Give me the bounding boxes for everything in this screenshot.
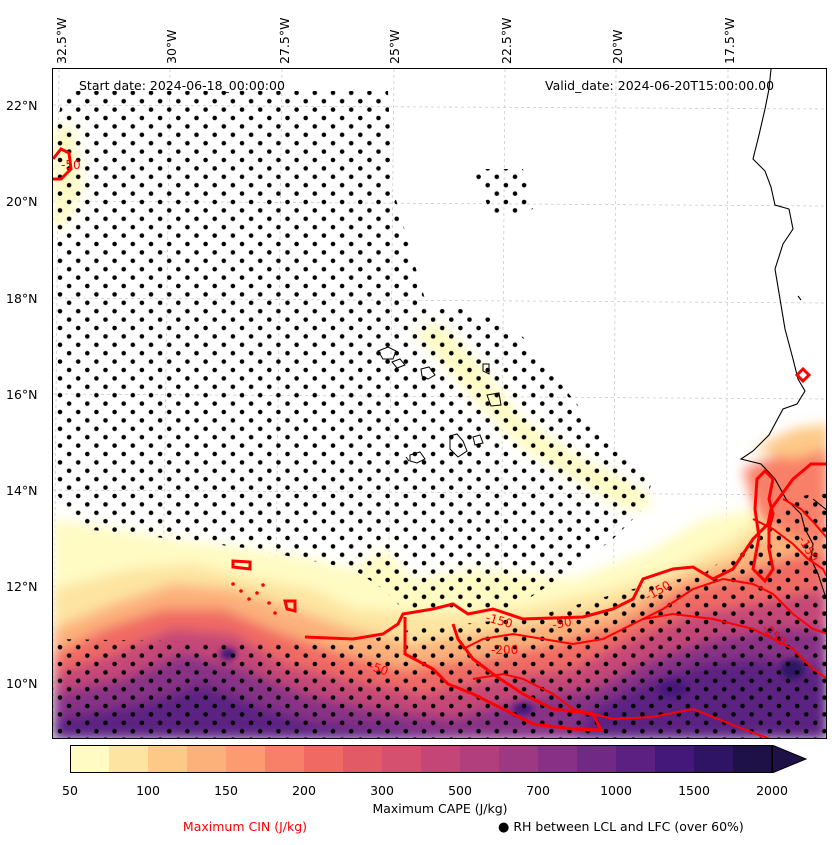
colorbar-tick-label: 200 (292, 783, 316, 798)
valid-date-label: Valid_date: 2024-06-20T15:00:00.00 (545, 78, 775, 93)
lon-label-30w: 30°W (164, 29, 179, 64)
cape-verde-islands (377, 346, 502, 464)
colorbar-tick-label: 2000 (756, 783, 788, 798)
lat-label-12n: 12°N (6, 579, 38, 594)
lat-label-14n: 14°N (6, 483, 38, 498)
colorbar-tick-label: 100 (136, 783, 160, 798)
colorbar-tick-label: 500 (448, 783, 472, 798)
map-panel: -50 -50 -150 -150 -200 -250 -50 -150 (52, 68, 827, 739)
colorbar-tick-label: 150 (214, 783, 238, 798)
colorbar-segment (187, 745, 227, 773)
lat-label-22n: 22°N (6, 98, 38, 113)
colorbar-segment (226, 745, 266, 773)
cin-legend-label: Maximum CIN (J/kg) (182, 819, 308, 834)
lat-label-16n: 16°N (6, 387, 38, 402)
lat-label-10n: 10°N (6, 676, 38, 691)
colorbar-tick-label: 700 (526, 783, 550, 798)
colorbar-tick-label: 50 (62, 783, 78, 798)
start-date-label: Start date: 2024-06-18_00:00:00 (79, 78, 285, 93)
colorbar-segment (655, 745, 695, 773)
colorbar-extend-arrow (771, 745, 808, 773)
coastline (739, 69, 826, 600)
colorbar-segment (616, 745, 656, 773)
map-canvas: -50 -50 -150 -150 -200 -250 -50 -150 (53, 69, 826, 738)
cin-label-7: -50 (551, 615, 573, 632)
lon-label-22-5w: 22.5°W (499, 17, 514, 64)
colorbar-segment (265, 745, 305, 773)
cin-label-5: -200 (491, 643, 518, 657)
cin-label-1: -50 (61, 158, 81, 172)
colorbar-segment (148, 745, 188, 773)
colorbar-segment (733, 745, 773, 773)
colorbar-segment (499, 745, 539, 773)
lat-label-20n: 20°N (6, 194, 38, 209)
filled-circle-icon: ● (498, 820, 510, 835)
cape-colorbar (70, 745, 808, 773)
colorbar-segment (538, 745, 578, 773)
colorbar-tick-label: 300 (370, 783, 394, 798)
colorbar-segment (694, 745, 734, 773)
lat-label-18n: 18°N (6, 291, 38, 306)
colorbar-segment (304, 745, 344, 773)
lon-label-20w: 20°W (610, 29, 625, 64)
colorbar-segment (421, 745, 461, 773)
colorbar-segment (70, 745, 110, 773)
rh-legend-label: RH between LCL and LFC (over 60%) (513, 819, 744, 834)
colorbar-segment (343, 745, 383, 773)
lon-label-27-5w: 27.5°W (277, 17, 292, 64)
colorbar-segment (577, 745, 617, 773)
colorbar-segment (382, 745, 422, 773)
lon-label-32-5w: 32.5°W (54, 17, 69, 64)
colorbar-tick-label: 1500 (678, 783, 710, 798)
lon-label-25w: 25°W (387, 29, 402, 64)
cin-label-2: -50 (367, 659, 390, 679)
colorbar-segments (70, 745, 773, 773)
lon-label-17-5w: 17.5°W (722, 17, 737, 64)
rh-legend: ● RH between LCL and LFC (over 60%) (498, 819, 744, 835)
cin-contours (53, 147, 826, 738)
colorbar-segment (460, 745, 500, 773)
colorbar-tick-label: 1000 (600, 783, 632, 798)
colorbar-segment (109, 745, 149, 773)
colorbar-title: Maximum CAPE (J/kg) (372, 801, 508, 816)
cin-label-3: -150 (484, 610, 514, 631)
